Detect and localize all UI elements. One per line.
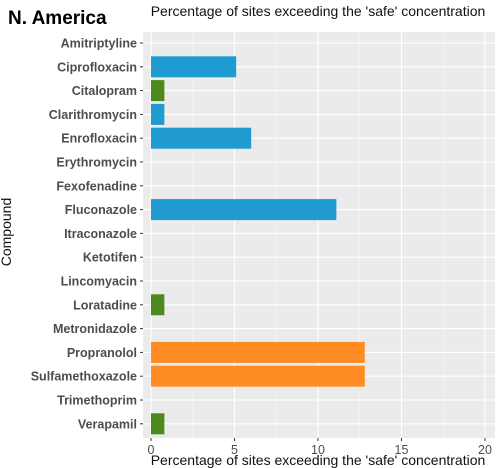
bar-citalopram xyxy=(151,80,165,102)
category-label: Citalopram xyxy=(72,84,137,98)
x-axis-ticks xyxy=(150,438,486,441)
category-label: Ketotifen xyxy=(83,251,137,265)
bar-clarithromycin xyxy=(151,103,165,125)
x-axis-title: Percentage of sites exceeding the 'safe'… xyxy=(151,452,486,468)
category-label: Clarithromycin xyxy=(49,108,137,122)
chart-title: Percentage of sites exceeding the 'safe'… xyxy=(151,3,486,19)
bar-propranolol xyxy=(151,341,365,363)
category-label: Fexofenadine xyxy=(56,179,137,193)
category-label: Verapamil xyxy=(78,417,137,431)
category-label: Loratadine xyxy=(73,298,137,312)
category-label: Fluconazole xyxy=(65,203,137,217)
bar-sulfamethoxazole xyxy=(151,365,365,387)
bar-ciprofloxacin xyxy=(151,56,237,78)
category-label: Ciprofloxacin xyxy=(57,60,137,74)
x-axis-labels: 0 5 10 15 20 xyxy=(148,443,492,457)
category-label: Enrofloxacin xyxy=(61,132,137,146)
category-label: Amitriptyline xyxy=(61,37,137,51)
bars-group xyxy=(151,56,365,435)
category-label: Sulfamethoxazole xyxy=(31,370,137,384)
grid-major xyxy=(143,32,495,438)
category-label: Metronidazole xyxy=(53,322,137,336)
x-tick-label: 20 xyxy=(478,443,492,457)
category-label: Erythromycin xyxy=(56,156,137,170)
x-tick-label: 10 xyxy=(311,443,325,457)
category-label: Propranolol xyxy=(67,346,137,360)
category-label: Lincomyacin xyxy=(61,275,137,289)
y-axis-labels: Amitriptyline Ciprofloxacin Citalopram Clar… xyxy=(31,37,137,432)
x-tick-label: 0 xyxy=(148,443,155,457)
category-label: Itraconazole xyxy=(64,227,137,241)
category-label: Trimethoprim xyxy=(57,394,137,408)
bar-fluconazole xyxy=(151,199,337,221)
bar-loratadine xyxy=(151,294,165,316)
y-axis-title: Compound xyxy=(0,198,14,267)
bar-verapamil xyxy=(151,413,165,435)
x-tick-label: 5 xyxy=(231,443,238,457)
x-tick-label: 15 xyxy=(395,443,409,457)
region-title: N. America xyxy=(8,8,107,29)
y-axis-ticks xyxy=(140,42,143,425)
bar-enrofloxacin xyxy=(151,127,252,149)
